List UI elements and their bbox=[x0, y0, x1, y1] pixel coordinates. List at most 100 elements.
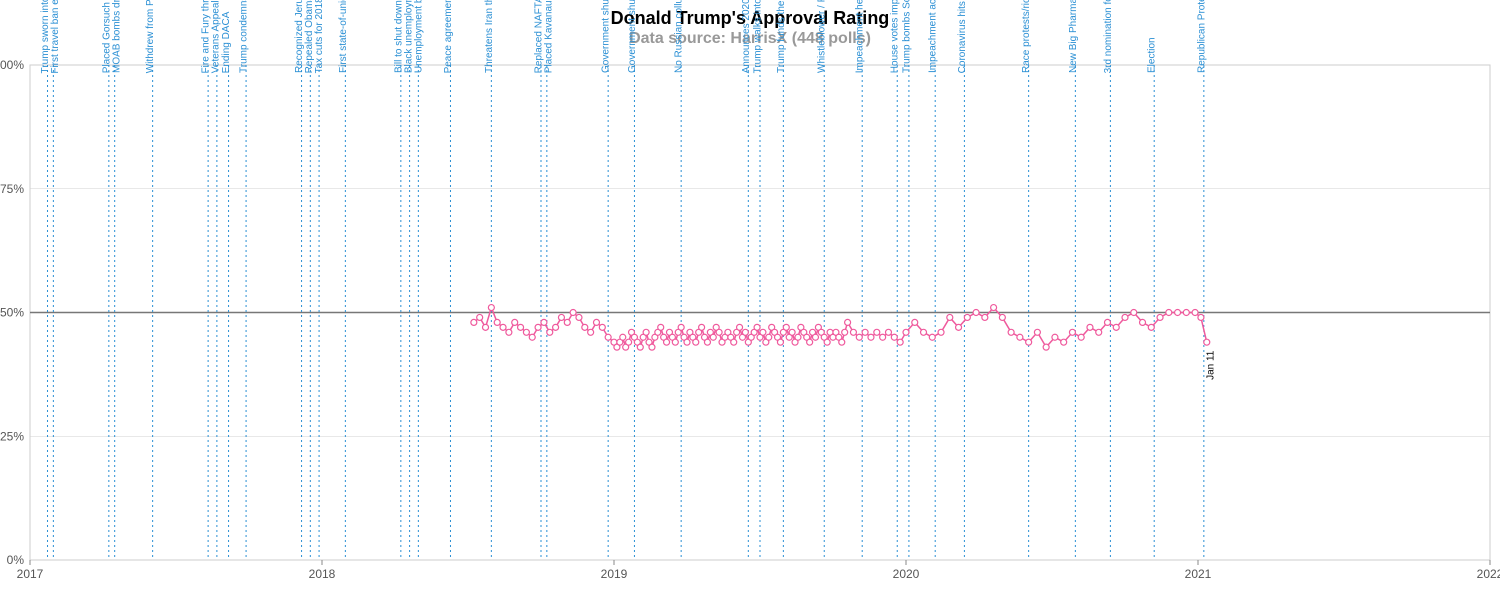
data-point[interactable] bbox=[880, 334, 886, 340]
data-point[interactable] bbox=[1175, 310, 1181, 316]
data-point[interactable] bbox=[1043, 344, 1049, 350]
data-point[interactable] bbox=[737, 324, 743, 330]
data-point[interactable] bbox=[672, 339, 678, 345]
data-point[interactable] bbox=[605, 334, 611, 340]
data-point[interactable] bbox=[1157, 314, 1163, 320]
data-point[interactable] bbox=[991, 305, 997, 311]
data-point[interactable] bbox=[856, 334, 862, 340]
data-point[interactable] bbox=[684, 339, 690, 345]
data-point[interactable] bbox=[947, 314, 953, 320]
data-point[interactable] bbox=[1008, 329, 1014, 335]
data-point[interactable] bbox=[599, 324, 605, 330]
data-point[interactable] bbox=[760, 329, 766, 335]
data-point[interactable] bbox=[903, 329, 909, 335]
data-point[interactable] bbox=[576, 314, 582, 320]
data-point[interactable] bbox=[807, 339, 813, 345]
data-point[interactable] bbox=[649, 344, 655, 350]
data-point[interactable] bbox=[1198, 314, 1204, 320]
data-point[interactable] bbox=[1078, 334, 1084, 340]
data-point[interactable] bbox=[626, 339, 632, 345]
data-point[interactable] bbox=[766, 334, 772, 340]
data-point[interactable] bbox=[693, 339, 699, 345]
data-point[interactable] bbox=[885, 329, 891, 335]
data-point[interactable] bbox=[1052, 334, 1058, 340]
data-point[interactable] bbox=[1148, 324, 1154, 330]
data-point[interactable] bbox=[1104, 319, 1110, 325]
data-point[interactable] bbox=[529, 334, 535, 340]
data-point[interactable] bbox=[938, 329, 944, 335]
data-point[interactable] bbox=[1069, 329, 1075, 335]
data-point[interactable] bbox=[564, 319, 570, 325]
data-point[interactable] bbox=[506, 329, 512, 335]
data-point[interactable] bbox=[1122, 314, 1128, 320]
data-point[interactable] bbox=[710, 334, 716, 340]
data-point[interactable] bbox=[704, 339, 710, 345]
data-point[interactable] bbox=[839, 339, 845, 345]
data-point[interactable] bbox=[1192, 310, 1198, 316]
data-point[interactable] bbox=[868, 334, 874, 340]
data-point[interactable] bbox=[1204, 339, 1210, 345]
data-point[interactable] bbox=[897, 339, 903, 345]
data-point[interactable] bbox=[1183, 310, 1189, 316]
data-point[interactable] bbox=[637, 344, 643, 350]
data-point[interactable] bbox=[541, 319, 547, 325]
data-point[interactable] bbox=[1113, 324, 1119, 330]
data-point[interactable] bbox=[1017, 334, 1023, 340]
data-point[interactable] bbox=[795, 334, 801, 340]
data-point[interactable] bbox=[643, 329, 649, 335]
data-point[interactable] bbox=[891, 334, 897, 340]
data-point[interactable] bbox=[850, 329, 856, 335]
data-point[interactable] bbox=[912, 319, 918, 325]
data-point[interactable] bbox=[789, 329, 795, 335]
data-point[interactable] bbox=[973, 310, 979, 316]
data-point[interactable] bbox=[494, 319, 500, 325]
data-point[interactable] bbox=[620, 334, 626, 340]
data-point[interactable] bbox=[547, 329, 553, 335]
data-point[interactable] bbox=[842, 329, 848, 335]
data-point[interactable] bbox=[593, 319, 599, 325]
data-point[interactable] bbox=[742, 329, 748, 335]
data-point[interactable] bbox=[956, 324, 962, 330]
data-point[interactable] bbox=[658, 324, 664, 330]
data-point[interactable] bbox=[845, 319, 851, 325]
data-point[interactable] bbox=[999, 314, 1005, 320]
data-point[interactable] bbox=[982, 314, 988, 320]
data-point[interactable] bbox=[1131, 310, 1137, 316]
data-point[interactable] bbox=[535, 324, 541, 330]
data-point[interactable] bbox=[874, 329, 880, 335]
data-point[interactable] bbox=[1166, 310, 1172, 316]
data-point[interactable] bbox=[500, 324, 506, 330]
data-point[interactable] bbox=[1140, 319, 1146, 325]
data-point[interactable] bbox=[471, 319, 477, 325]
data-point[interactable] bbox=[777, 339, 783, 345]
data-point[interactable] bbox=[1061, 339, 1067, 345]
data-point[interactable] bbox=[824, 339, 830, 345]
data-point[interactable] bbox=[553, 324, 559, 330]
data-point[interactable] bbox=[483, 324, 489, 330]
data-point[interactable] bbox=[1087, 324, 1093, 330]
data-point[interactable] bbox=[512, 319, 518, 325]
data-point[interactable] bbox=[1096, 329, 1102, 335]
data-point[interactable] bbox=[754, 324, 760, 330]
data-point[interactable] bbox=[588, 329, 594, 335]
data-point[interactable] bbox=[862, 329, 868, 335]
data-point[interactable] bbox=[731, 339, 737, 345]
data-point[interactable] bbox=[921, 329, 927, 335]
data-point[interactable] bbox=[582, 324, 588, 330]
data-point[interactable] bbox=[523, 329, 529, 335]
data-point[interactable] bbox=[664, 339, 670, 345]
data-point[interactable] bbox=[558, 314, 564, 320]
data-point[interactable] bbox=[812, 334, 818, 340]
data-point[interactable] bbox=[1034, 329, 1040, 335]
data-point[interactable] bbox=[570, 310, 576, 316]
data-point[interactable] bbox=[929, 334, 935, 340]
data-point[interactable] bbox=[488, 305, 494, 311]
data-point[interactable] bbox=[964, 314, 970, 320]
data-point[interactable] bbox=[783, 324, 789, 330]
data-point[interactable] bbox=[699, 324, 705, 330]
data-point[interactable] bbox=[1026, 339, 1032, 345]
data-point[interactable] bbox=[518, 324, 524, 330]
data-point[interactable] bbox=[477, 314, 483, 320]
data-point[interactable] bbox=[716, 329, 722, 335]
data-point[interactable] bbox=[678, 324, 684, 330]
